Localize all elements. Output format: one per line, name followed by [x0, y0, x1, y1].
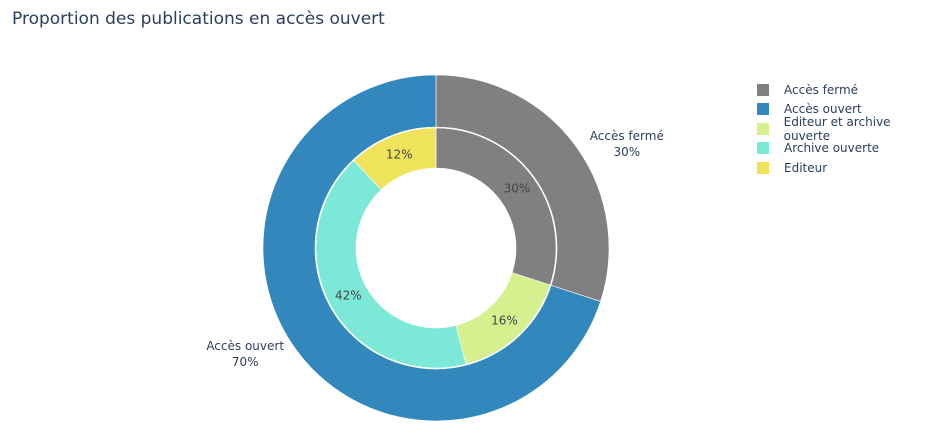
legend-label: Editeur: [784, 160, 828, 175]
legend-item-editeur-et-archive-ouverte[interactable]: Editeur et archive ouverte: [757, 115, 936, 143]
legend-item-acces-ouvert[interactable]: Accès ouvert: [757, 100, 936, 120]
legend-item-archive-ouverte[interactable]: Archive ouverte: [757, 139, 936, 159]
inner-label-editeur-et-archive-ouverte: 16%: [491, 313, 518, 327]
inner-slice-editeur: [353, 127, 437, 191]
inner-label-editeur: 12%: [386, 148, 413, 162]
legend-swatch: [757, 142, 769, 155]
legend-swatch: [757, 103, 769, 116]
inner-slice-archive-ouverte: [315, 160, 467, 369]
chart-title: Proportion des publications en accès ouv…: [12, 9, 385, 29]
outer-label-percent: 70%: [232, 355, 259, 369]
outer-ring: [262, 74, 610, 422]
outer-label-name: Accès ouvert: [206, 339, 284, 353]
legend-label: Accès ouvert: [784, 102, 862, 117]
outer-label-percent: 30%: [613, 145, 640, 159]
legend-swatch: [757, 83, 769, 96]
legend-label: Accès fermé: [784, 82, 859, 97]
outer-label-acces-ferme: Accès fermé 30%: [590, 129, 664, 159]
outer-label-acces-ouvert: Accès ouvert 70%: [206, 339, 284, 369]
legend-swatch: [757, 122, 769, 135]
legend: Accès fermé Accès ouvert Editeur et archiv…: [757, 80, 936, 178]
slice-labels: 30% 16% 42% 12% Accès fermé 30% Accès ouvert 70…: [206, 129, 664, 369]
outer-label-name: Accès fermé: [590, 129, 664, 143]
outer-slice-acces-ouvert: [262, 74, 601, 422]
legend-label: Archive ouverte: [784, 141, 880, 156]
inner-label-acces-ferme: 30%: [504, 182, 531, 196]
legend-label: Editeur et archive ouverte: [783, 114, 891, 143]
inner-label-archive-ouverte: 42%: [335, 289, 362, 303]
inner-ring: [315, 127, 557, 369]
outer-slice-acces-ferme: [435, 74, 610, 302]
legend-item-acces-ferme[interactable]: Accès fermé: [757, 80, 936, 100]
legend-swatch: [757, 161, 769, 174]
legend-item-editeur[interactable]: Editeur: [757, 158, 936, 178]
